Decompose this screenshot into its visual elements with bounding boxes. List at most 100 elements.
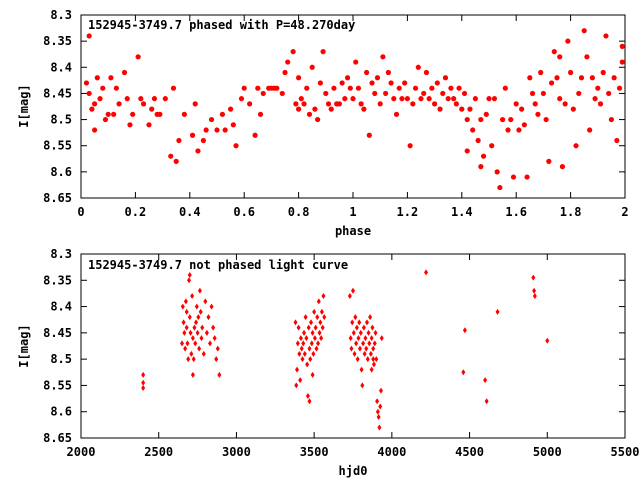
phased-data-point: [274, 85, 280, 91]
unphased-data-point: [208, 340, 213, 347]
phased-data-point: [385, 69, 391, 76]
phased-data-point: [372, 90, 378, 97]
unphased-data-point: [187, 277, 192, 284]
unphased-data-point: [316, 298, 321, 305]
unphased-data-point: [194, 303, 199, 310]
phased-data-point: [393, 111, 400, 117]
phased-x-tick-label: 1.4: [451, 205, 473, 219]
unphased-data-point: [461, 369, 466, 376]
unphased-data-point: [307, 345, 312, 352]
unphased-data-point: [314, 345, 319, 352]
unphased-data-point: [462, 327, 467, 334]
phased-x-tick-label: 1.2: [397, 205, 419, 219]
phased-data-point: [230, 122, 236, 128]
phased-data-point: [282, 69, 288, 76]
phased-data-point: [442, 75, 449, 81]
phased-data-point: [407, 143, 413, 149]
unphased-data-point: [317, 329, 322, 336]
phased-data-point: [301, 101, 307, 107]
unphased-data-point: [190, 335, 195, 342]
unphased-data-point: [298, 377, 303, 384]
phased-data-point: [170, 85, 177, 91]
unphased-data-point: [188, 329, 193, 336]
phased-data-point: [111, 111, 117, 117]
unphased-data-point: [301, 340, 306, 347]
phased-data-point: [502, 85, 508, 91]
phased-data-point: [396, 85, 402, 91]
phased-data-point: [222, 127, 228, 133]
unphased-data-point: [321, 293, 326, 300]
unphased-data-point: [365, 356, 370, 363]
unphased-data-point: [374, 356, 379, 363]
phased-data-point: [358, 101, 364, 107]
phased-y-tick-label: 8.65: [43, 191, 72, 205]
phased-data-point: [467, 106, 473, 112]
unphased-data-point: [190, 371, 195, 378]
phased-data-point: [619, 43, 625, 49]
phased-data-point: [298, 96, 304, 102]
phased-data-point: [189, 132, 196, 138]
phased-data-point: [121, 69, 128, 76]
unphased-data-point: [350, 319, 355, 326]
unphased-data-point: [187, 272, 192, 279]
unphased-data-point: [182, 329, 187, 336]
unphased-y-tick-label: 8.5: [50, 352, 72, 366]
phased-data-point: [168, 153, 174, 159]
unphased-data-point: [318, 319, 323, 326]
phased-data-point: [500, 116, 506, 123]
phased-data-point: [347, 85, 353, 91]
unphased-data-point: [531, 274, 536, 281]
phased-data-point: [176, 137, 182, 144]
unphased-data-point: [206, 314, 211, 321]
unphased-data-point: [181, 319, 186, 326]
unphased-data-point: [377, 424, 382, 431]
unphased-data-point: [310, 371, 315, 378]
phased-y-tick-label: 8.6: [50, 165, 72, 179]
unphased-x-tick-label: 3500: [300, 445, 329, 459]
phased-data-point: [146, 122, 152, 128]
phased-data-point: [149, 106, 155, 112]
phased-data-point: [97, 96, 103, 102]
phased-data-point: [140, 101, 147, 107]
unphased-data-point: [311, 350, 316, 357]
phased-y-tick-label: 8.45: [43, 86, 72, 100]
phased-data-point: [402, 80, 408, 86]
unphased-data-point: [368, 314, 373, 321]
phased-y-tick-label: 8.5: [50, 113, 72, 127]
phased-data-point: [325, 101, 332, 107]
phased-data-point: [304, 85, 310, 91]
unphased-data-point: [300, 356, 305, 363]
phased-data-point: [89, 106, 95, 112]
unphased-data-point: [357, 319, 362, 326]
unphased-data-point: [348, 335, 353, 342]
unphased-data-point: [315, 314, 320, 321]
phased-data-point: [478, 164, 484, 170]
phased-data-point: [306, 111, 313, 117]
phased-data-point: [257, 111, 264, 117]
phased-data-point: [472, 96, 478, 102]
phased-data-point: [519, 106, 525, 112]
phased-data-point: [527, 75, 533, 81]
unphased-x-tick-label: 2500: [144, 445, 173, 459]
phased-data-point: [551, 49, 557, 55]
unphased-data-point: [198, 308, 203, 315]
unphased-y-axis-label: I[mag]: [17, 324, 31, 367]
phased-data-point: [521, 122, 527, 128]
phased-y-tick-label: 8.55: [43, 139, 72, 153]
unphased-data-point: [200, 324, 205, 331]
phased-data-point: [543, 116, 549, 123]
phased-data-point: [434, 80, 440, 86]
phased-data-point: [208, 116, 215, 123]
unphased-data-point: [368, 350, 373, 357]
phased-x-tick-label: 0: [77, 205, 84, 219]
unphased-data-point: [319, 308, 324, 315]
phased-data-point: [448, 85, 454, 91]
unphased-light-curve-panel: 152945-3749.7 not phased light curve hjd…: [17, 247, 639, 478]
phased-data-point: [437, 106, 443, 112]
phased-data-point: [260, 90, 266, 97]
phased-data-point: [173, 158, 179, 164]
unphased-data-point: [370, 324, 375, 331]
phased-data-point: [423, 69, 430, 76]
phased-x-tick-label: 0.2: [125, 205, 147, 219]
phased-data-point: [366, 132, 372, 138]
